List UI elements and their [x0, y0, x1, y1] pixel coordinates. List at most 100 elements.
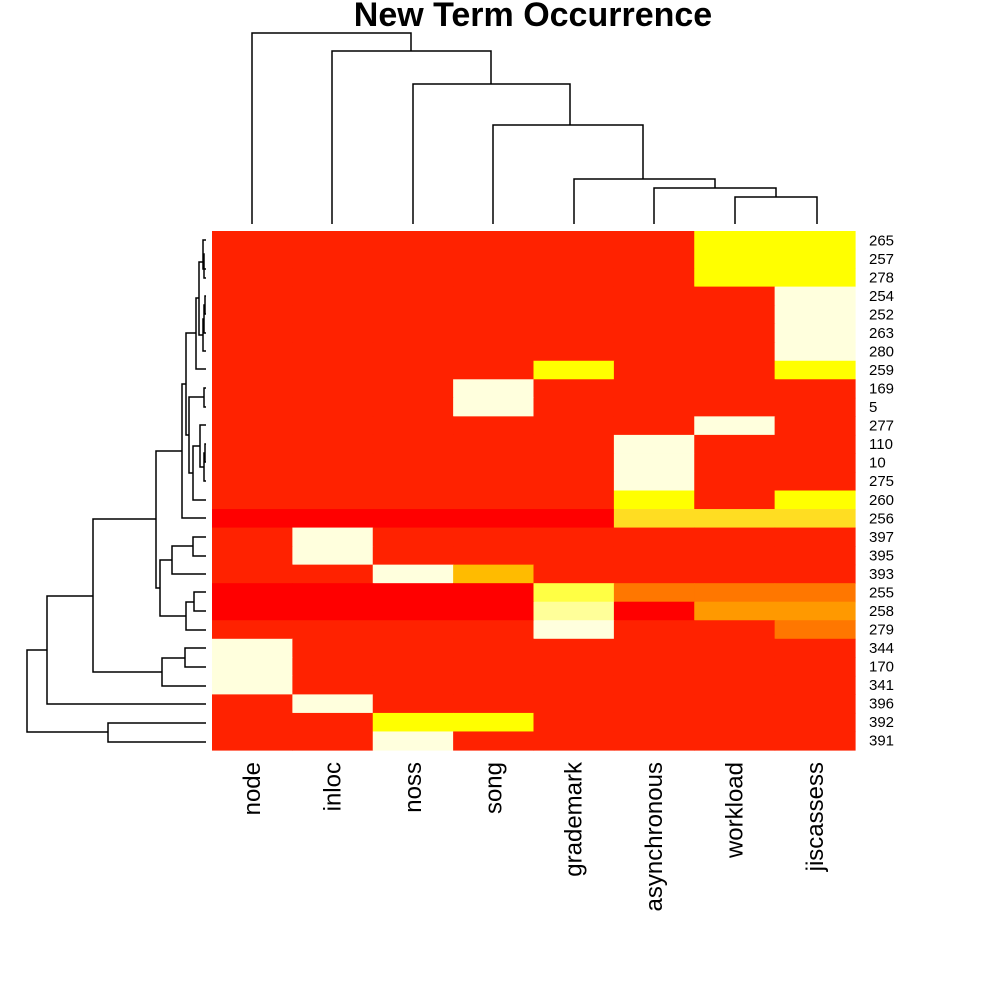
heatmap-cell-255-asynchronous: [613, 583, 695, 603]
row-label: 278: [869, 269, 894, 286]
row-label: 265: [869, 232, 894, 249]
heatmap-cell-256-grademark: [533, 509, 615, 529]
heatmap-cell-277-song: [453, 416, 535, 436]
heatmap-cell-278-workload: [694, 268, 776, 288]
heatmap-cell-280-inloc: [292, 342, 374, 362]
heatmap-cell-341-song: [453, 675, 535, 695]
column-label: jiscassess: [802, 762, 829, 872]
heatmap-cell-110-grademark: [533, 434, 615, 455]
heatmap-cell-278-inloc: [292, 268, 374, 288]
heatmap-cell-279-workload: [694, 620, 776, 640]
heatmap-cell-344-grademark: [533, 638, 615, 658]
heatmap-cell-170-inloc: [292, 657, 374, 677]
row-label: 110: [869, 436, 893, 453]
heatmap-cell-110-song: [453, 434, 535, 455]
heatmap-cell-395-jiscassess: [774, 546, 856, 566]
heatmap-cell-341-jiscassess: [774, 675, 856, 695]
heatmap-cell-259-jiscassess: [774, 360, 856, 380]
heatmap-cell-10-jiscassess: [774, 453, 856, 473]
heatmap-cell-257-node: [212, 249, 293, 269]
heatmap-cell-256-node: [212, 509, 293, 529]
row-label: 169: [869, 381, 894, 398]
heatmap-cell-5-node: [212, 397, 293, 417]
heatmap-cell-10-node: [212, 453, 293, 473]
heatmap-cell-110-workload: [694, 434, 776, 455]
heatmap-cell-259-noss: [372, 360, 454, 380]
heatmap-cell-265-asynchronous: [613, 231, 695, 251]
column-label: song: [480, 762, 507, 814]
heatmap-cell-260-inloc: [292, 490, 374, 510]
heatmap-cell-257-asynchronous: [613, 249, 695, 269]
heatmap-cell-275-node: [212, 471, 293, 492]
heatmap-cell-391-jiscassess: [774, 731, 856, 751]
heatmap-cell-265-noss: [372, 231, 454, 251]
heatmap-cell-258-node: [212, 601, 293, 621]
heatmap-cell-391-noss: [372, 731, 454, 751]
heatmap-cell-254-workload: [694, 286, 776, 306]
row-label: 280: [869, 343, 894, 360]
heatmap-cell-280-asynchronous: [613, 342, 695, 362]
heatmap-cell-260-grademark: [533, 490, 615, 510]
row-label: 10: [869, 455, 886, 472]
heatmap-cell-259-node: [212, 360, 293, 380]
heatmap-cell-344-workload: [694, 638, 776, 658]
heatmap-cell-265-jiscassess: [774, 231, 856, 251]
heatmap-cell-392-node: [212, 712, 293, 733]
heatmap-cell-255-node: [212, 583, 293, 603]
row-label: 256: [869, 510, 894, 527]
heatmap-cell-10-workload: [694, 453, 776, 473]
heatmap-cell-169-workload: [694, 379, 776, 399]
column-label: inloc: [320, 762, 347, 811]
heatmap-cell-5-noss: [372, 397, 454, 417]
heatmap-cell-263-inloc: [292, 323, 374, 343]
heatmap-cell-279-jiscassess: [774, 620, 856, 640]
heatmap-cell-277-inloc: [292, 416, 374, 436]
heatmap-cell-255-inloc: [292, 583, 374, 603]
heatmap-cell-275-workload: [694, 471, 776, 492]
column-dendrogram: [251, 32, 818, 224]
heatmap-cell-258-workload: [694, 601, 776, 621]
heatmap-cell-397-inloc: [292, 527, 374, 547]
heatmap-cell-169-inloc: [292, 379, 374, 399]
heatmap-cell-397-node: [212, 527, 293, 547]
row-label: 392: [869, 714, 894, 731]
row-label: 257: [869, 251, 894, 268]
heatmap-cell-256-jiscassess: [774, 509, 856, 529]
heatmap-cell-258-jiscassess: [774, 601, 856, 621]
heatmap-cell-341-grademark: [533, 675, 615, 695]
heatmap-cell-278-grademark: [533, 268, 615, 288]
heatmap-cell-252-workload: [694, 305, 776, 325]
heatmap-cell-395-noss: [372, 546, 454, 566]
heatmap-cell-252-grademark: [533, 305, 615, 325]
heatmap-cell-391-grademark: [533, 731, 615, 751]
heatmap-cell-263-node: [212, 323, 293, 343]
heatmap-cell-257-inloc: [292, 249, 374, 269]
heatmap-cell-392-song: [453, 712, 535, 733]
heatmap-cell-5-grademark: [533, 397, 615, 417]
heatmap-cell-256-inloc: [292, 509, 374, 529]
heatmap-cell-263-workload: [694, 323, 776, 343]
heatmap-cell-344-inloc: [292, 638, 374, 658]
row-label: 170: [869, 659, 894, 676]
heatmap-cell-169-asynchronous: [613, 379, 695, 399]
column-label: noss: [400, 762, 427, 813]
row-label: 5: [869, 399, 877, 416]
column-label: workload: [721, 762, 748, 859]
chart-title: New Term Occurrence: [354, 0, 712, 34]
heatmap-cell-260-node: [212, 490, 293, 510]
heatmap-cell-110-inloc: [292, 434, 374, 455]
heatmap-cell-392-noss: [372, 712, 454, 733]
heatmap-cell-280-song: [453, 342, 535, 362]
heatmap-cell-391-node: [212, 731, 293, 751]
heatmap-cell-252-noss: [372, 305, 454, 325]
heatmap-cell-5-workload: [694, 397, 776, 417]
heatmap-cell-265-inloc: [292, 231, 374, 251]
heatmap-cell-279-noss: [372, 620, 454, 640]
heatmap-cell-393-node: [212, 564, 293, 584]
heatmap-cell-279-node: [212, 620, 293, 640]
column-label: node: [239, 762, 266, 815]
heatmap-cell-280-grademark: [533, 342, 615, 362]
heatmap-cell-252-song: [453, 305, 535, 325]
